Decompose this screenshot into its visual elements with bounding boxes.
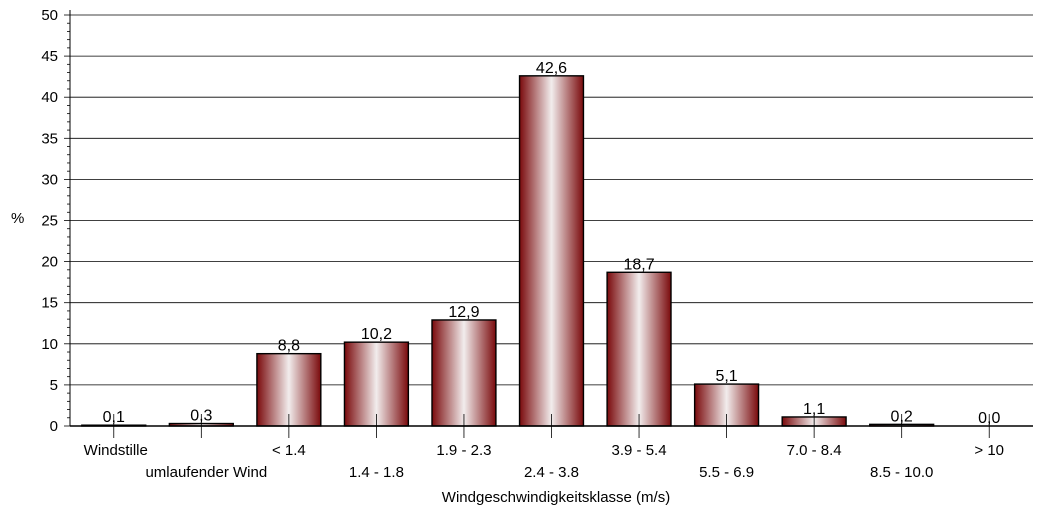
data-label: 0,0: [978, 410, 1000, 427]
y-tick-label: 35: [41, 130, 58, 147]
y-tick-label: 0: [50, 418, 58, 435]
bar: [343, 341, 410, 427]
x-tick-label: > 10: [974, 442, 1004, 459]
data-label: 12,9: [448, 304, 479, 321]
label-layer: 0 5 10 15 20 25 30 35 40 45 50 0,1 Windstille 0,3 umla…: [41, 7, 1004, 481]
y-tick-label: 45: [41, 48, 58, 65]
bar: [431, 319, 497, 427]
data-label: 10,2: [361, 326, 392, 343]
y-tick-label: 15: [41, 295, 58, 312]
x-tick-label: 8.5 - 10.0: [870, 464, 933, 481]
bar-layer: [81, 75, 935, 427]
y-tick-label: 25: [41, 213, 58, 230]
data-label: 8,8: [278, 338, 300, 355]
data-label: 0,1: [103, 409, 125, 426]
y-tick-label: 50: [41, 7, 58, 24]
x-tick-label: 3.9 - 5.4: [612, 442, 667, 459]
x-tick-label: 5.5 - 6.9: [699, 464, 754, 481]
y-tick-label: 20: [41, 254, 58, 271]
x-tick-label: umlaufender Wind: [145, 464, 267, 481]
data-label: 0,2: [891, 408, 913, 425]
data-label: 0,3: [190, 408, 212, 425]
x-tick-label: Windstille: [84, 442, 148, 459]
data-label: 42,6: [536, 60, 567, 77]
x-tick-label: 1.9 - 2.3: [436, 442, 491, 459]
axis-layer: [64, 10, 1033, 438]
bar: [606, 271, 672, 427]
y-tick-label: 30: [41, 171, 58, 188]
x-tick-label: < 1.4: [272, 442, 306, 459]
data-label: 5,1: [715, 368, 737, 385]
y-axis-title: %: [11, 210, 24, 227]
data-label: 18,7: [623, 256, 654, 273]
y-tick-label: 40: [41, 89, 58, 106]
y-tick-label: 5: [50, 377, 58, 394]
x-tick-label: 2.4 - 3.8: [524, 464, 579, 481]
x-tick-label: 7.0 - 8.4: [787, 442, 842, 459]
bar: [518, 75, 585, 427]
x-tick-label: 1.4 - 1.8: [349, 464, 404, 481]
x-axis-title: Windgeschwindigkeitsklasse (m/s): [442, 489, 670, 506]
y-tick-label: 10: [41, 336, 58, 353]
data-label: 1,1: [803, 401, 825, 418]
